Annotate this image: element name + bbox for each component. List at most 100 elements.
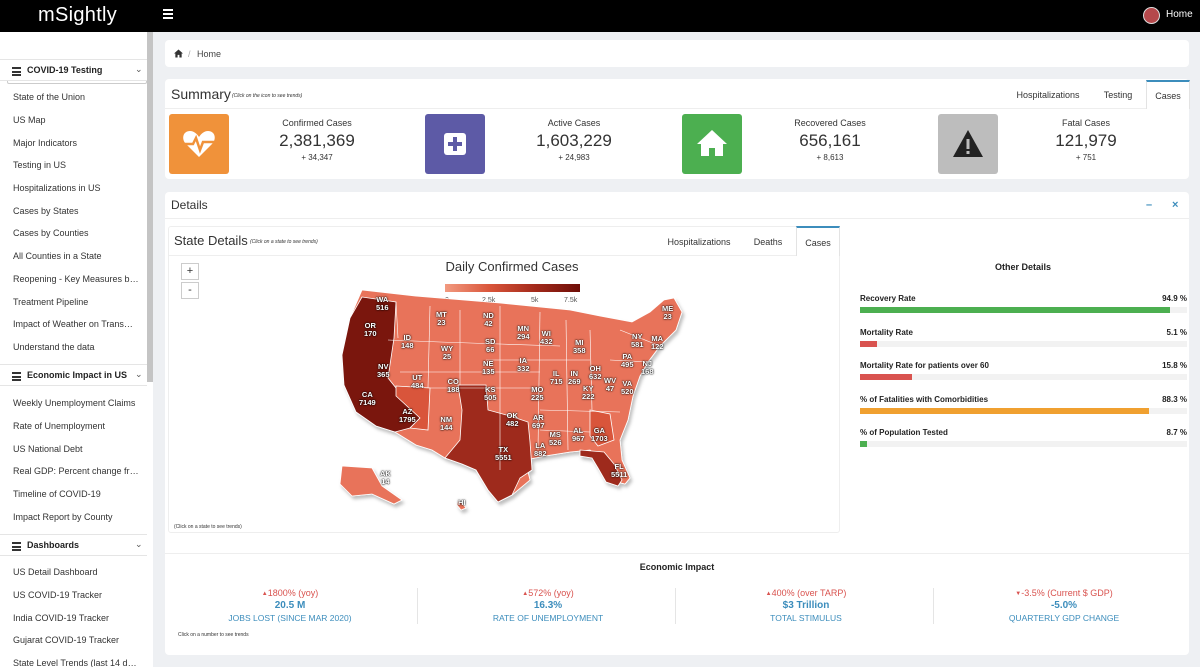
sidebar-item[interactable]: US Map — [13, 115, 46, 125]
recovered-cases-tile[interactable] — [682, 114, 742, 174]
state-label-or[interactable]: OR 170 — [364, 322, 377, 338]
state-label-va[interactable]: VA 520 — [621, 380, 634, 396]
state-label-ia[interactable]: IA 332 — [517, 357, 530, 373]
state-label-id[interactable]: ID 148 — [401, 334, 414, 350]
state-label-il[interactable]: IL 715 — [550, 370, 563, 386]
state-label-hi[interactable]: HI — [458, 499, 466, 507]
state-label-la[interactable]: LA 882 — [534, 442, 547, 458]
sidebar-item[interactable]: State of the Union — [13, 92, 86, 102]
state-label-sd[interactable]: SD 66 — [485, 338, 495, 354]
state-label-wi[interactable]: WI 432 — [540, 330, 553, 346]
sidebar-item[interactable]: Major Indicators — [13, 138, 78, 148]
sidebar-item[interactable]: Gujarat COVID-19 Tracker — [13, 635, 120, 645]
state-label-mt[interactable]: MT 23 — [436, 311, 447, 327]
sidebar-scrollbar[interactable] — [147, 32, 153, 382]
economic-label[interactable]: QUARTERLY GDP CHANGE — [1008, 613, 1120, 623]
sidebar-item[interactable]: Real GDP: Percent change from preceding … — [13, 466, 139, 476]
state-label-ks[interactable]: KS 505 — [484, 386, 497, 402]
economic-impact-item[interactable]: ▲572% (yoy) 16.3% RATE OF UNEMPLOYMENT — [419, 588, 677, 623]
state-label-nv[interactable]: NV 365 — [377, 363, 390, 379]
sidebar-item[interactable]: Cases by States — [13, 206, 79, 216]
tab-state-cases[interactable]: Cases — [796, 226, 840, 256]
economic-value[interactable]: -5.0% — [1050, 600, 1078, 611]
stat-value-recovered[interactable]: 656,161 — [799, 131, 861, 150]
sidebar-item[interactable]: Testing in US — [13, 160, 67, 170]
sidebar-item[interactable]: Rate of Unemployment — [13, 421, 106, 431]
sidebar-item[interactable]: Understand the data — [13, 342, 95, 352]
state-label-in[interactable]: IN 269 — [568, 370, 581, 386]
state-label-mi[interactable]: MI 358 — [573, 339, 586, 355]
sidebar-item[interactable]: US National Debt — [13, 444, 83, 454]
state-label-pa[interactable]: PA 495 — [621, 353, 634, 369]
zoom-out-button[interactable]: - — [181, 282, 199, 299]
state-label-nm[interactable]: NM 144 — [440, 416, 453, 432]
sidebar-item[interactable]: Timeline of COVID-19 — [13, 489, 101, 499]
state-label-fl[interactable]: FL 5511 — [611, 463, 627, 479]
economic-impact-item[interactable]: ▲1800% (yoy) 20.5 M JOBS LOST (SINCE MAR 2… — [161, 588, 419, 623]
state-label-nd[interactable]: ND 42 — [483, 312, 494, 328]
state-label-ms[interactable]: MS 526 — [549, 431, 562, 447]
state-label-ak[interactable]: AK 14 — [380, 470, 391, 486]
state-label-ca[interactable]: CA 7149 — [359, 391, 376, 407]
sidebar-item[interactable]: State Level Trends (last 14 days) — [13, 658, 139, 667]
menu-toggle-icon[interactable] — [163, 9, 173, 21]
state-label-ar[interactable]: AR 697 — [532, 414, 545, 430]
economic-value[interactable]: $3 Trillion — [782, 600, 830, 611]
state-label-nj[interactable]: NJ 168 — [641, 360, 654, 376]
sidebar-item[interactable]: Impact of Weather on Transmission — [13, 319, 139, 329]
zoom-in-button[interactable]: + — [181, 263, 199, 280]
sidebar-item[interactable]: All Counties in a State — [13, 251, 102, 261]
state-label-wv[interactable]: WV 47 — [604, 377, 616, 393]
state-label-ok[interactable]: OK 482 — [506, 412, 519, 428]
state-label-tx[interactable]: TX 5551 — [495, 446, 512, 462]
sidebar-item[interactable]: India COVID-19 Tracker — [13, 613, 110, 623]
app-logo[interactable]: mSightly — [38, 4, 118, 26]
state-label-ky[interactable]: KY 222 — [582, 385, 595, 401]
tab-cases[interactable]: Cases — [1146, 80, 1190, 109]
sidebar-item[interactable]: Hospitalizations in US — [13, 183, 101, 193]
stat-value-confirmed[interactable]: 2,381,369 — [279, 131, 355, 150]
state-label-ne[interactable]: NE 135 — [482, 360, 495, 376]
state-label-az[interactable]: AZ 1795 — [399, 408, 416, 424]
economic-impact-item[interactable]: ▼-3.5% (Current $ GDP) -5.0% QUARTERLY GDP… — [935, 588, 1193, 623]
state-label-wa[interactable]: WA 516 — [376, 296, 389, 312]
sidebar-section-dashboards[interactable]: Dashboards ⌄ — [0, 534, 147, 556]
state-label-oh[interactable]: OH 632 — [589, 365, 602, 381]
sidebar-item[interactable]: Weekly Unemployment Claims — [13, 398, 136, 408]
home-link[interactable]: Home — [1166, 9, 1193, 20]
sidebar-item[interactable]: US COVID-19 Tracker — [13, 590, 103, 600]
state-label-mn[interactable]: MN 294 — [517, 325, 530, 341]
stat-value-active[interactable]: 1,603,229 — [536, 131, 612, 150]
state-label-mo[interactable]: MO 225 — [531, 386, 544, 402]
state-label-ny[interactable]: NY 581 — [631, 333, 644, 349]
economic-value[interactable]: 20.5 M — [274, 600, 306, 611]
state-label-co[interactable]: CO 188 — [447, 378, 460, 394]
state-label-ma[interactable]: MA 122 — [651, 335, 664, 351]
us-choropleth-map[interactable] — [330, 290, 690, 520]
active-cases-tile[interactable] — [425, 114, 485, 174]
minimize-button[interactable]: – — [1146, 199, 1153, 211]
economic-value[interactable]: 16.3% — [533, 600, 563, 611]
state-label-wy[interactable]: WY 25 — [441, 345, 453, 361]
sidebar-item[interactable]: Reopening - Key Measures by States — [13, 274, 139, 284]
confirmed-cases-tile[interactable] — [169, 114, 229, 174]
sidebar-item[interactable]: Treatment Pipeline — [13, 297, 89, 307]
economic-label[interactable]: TOTAL STIMULUS — [770, 613, 842, 623]
avatar[interactable] — [1143, 7, 1160, 24]
state-label-me[interactable]: ME 23 — [662, 305, 673, 321]
sidebar-item[interactable]: Cases by Counties — [13, 228, 89, 238]
home-icon[interactable] — [174, 49, 183, 58]
sidebar-item[interactable]: Impact Report by County — [13, 512, 113, 522]
state-label-ut[interactable]: UT 484 — [411, 374, 424, 390]
stat-value-fatal[interactable]: 121,979 — [1055, 131, 1117, 150]
economic-impact-item[interactable]: ▲400% (over TARP) $3 Trillion TOTAL STIMUL… — [677, 588, 935, 623]
sidebar-item[interactable]: US Detail Dashboard — [13, 567, 98, 577]
fatal-cases-tile[interactable] — [938, 114, 998, 174]
tab-testing[interactable]: Testing — [1103, 90, 1133, 100]
sidebar-section-covid-testing[interactable]: COVID-19 Testing ⌄ — [0, 59, 147, 81]
state-label-ga[interactable]: GA 1703 — [591, 427, 608, 443]
state-label-al[interactable]: AL 967 — [572, 427, 585, 443]
close-button[interactable]: × — [1172, 199, 1179, 211]
tab-hospitalizations[interactable]: Hospitalizations — [1016, 90, 1080, 100]
economic-label[interactable]: JOBS LOST (SINCE MAR 2020) — [228, 613, 352, 623]
